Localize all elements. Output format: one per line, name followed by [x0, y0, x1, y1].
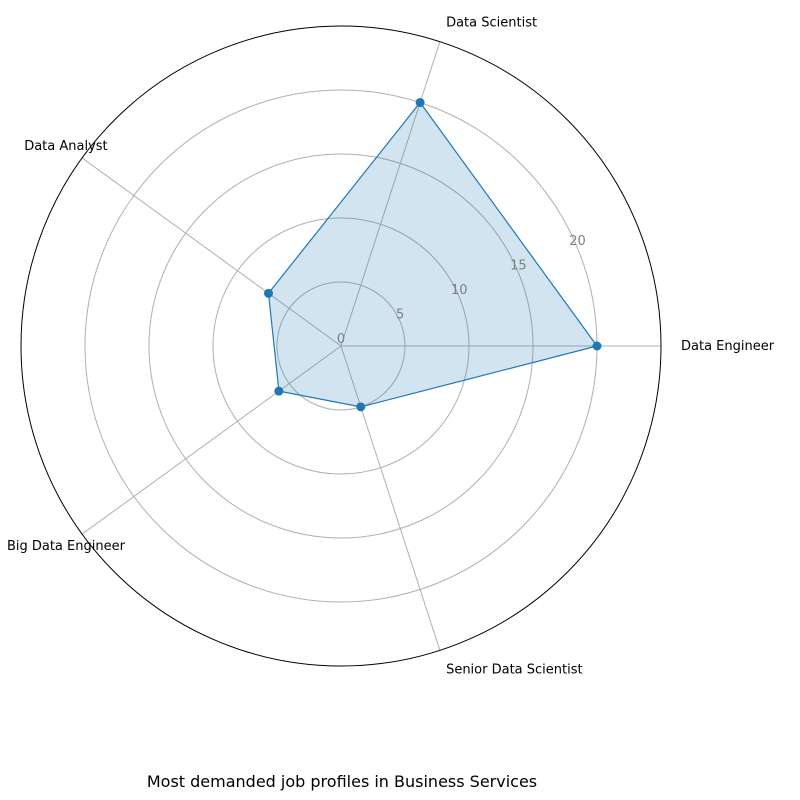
r-tick-label: 0	[337, 332, 345, 347]
series-line	[267, 101, 599, 408]
data-point	[592, 341, 602, 351]
category-label: Big Data Engineer	[7, 539, 126, 554]
grid-spoke	[81, 157, 342, 347]
data-layer	[264, 98, 602, 412]
r-tick-label: 20	[569, 234, 586, 249]
polar-frame	[20, 25, 662, 667]
category-label: Data Scientist	[446, 16, 537, 31]
series-area	[268, 102, 597, 407]
grid-spoke	[340, 345, 441, 651]
grid-spoke	[81, 345, 342, 535]
chart-title: Most demanded job profiles in Business S…	[147, 772, 537, 791]
r-tick-label: 10	[451, 283, 468, 298]
category-label: Data Analyst	[24, 139, 107, 154]
data-point	[415, 98, 425, 108]
r-tick-label: 5	[396, 308, 404, 323]
data-point	[356, 402, 366, 412]
category-label: Data Engineer	[681, 339, 775, 354]
category-label: Senior Data Scientist	[446, 662, 583, 677]
grid-spoke	[340, 41, 441, 347]
label-layer: 0 5 10 15 20 Data Engineer Data Scientist Data …	[7, 16, 775, 678]
r-tick-label: 15	[510, 259, 527, 274]
data-point	[274, 386, 284, 396]
data-point	[264, 288, 274, 298]
